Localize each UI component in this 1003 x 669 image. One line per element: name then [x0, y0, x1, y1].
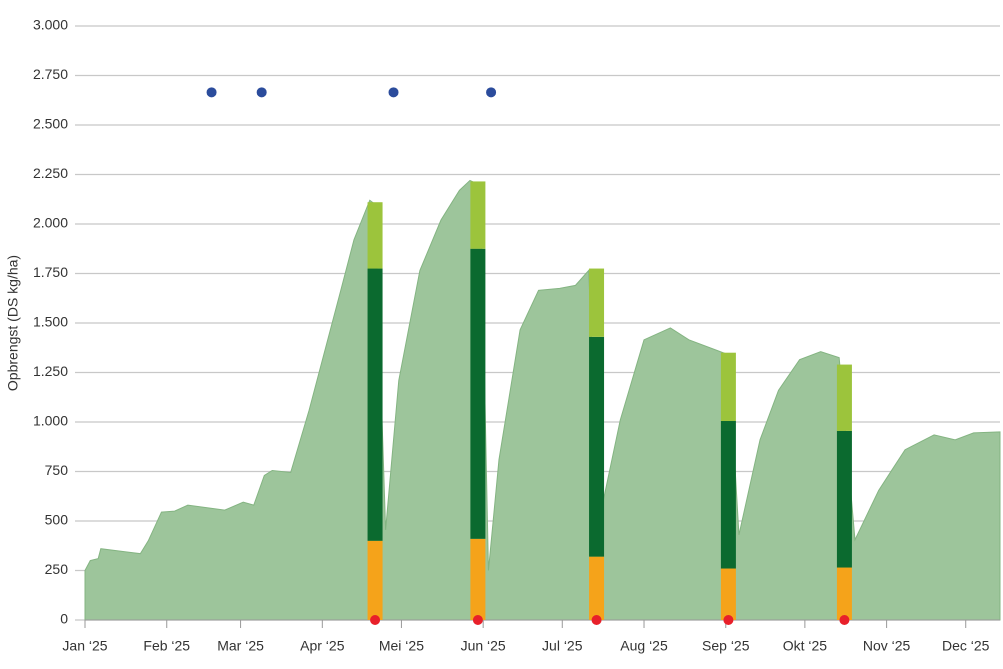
bar-segment	[470, 538, 486, 620]
y-tick-label: 500	[45, 512, 69, 528]
bar-segment	[720, 421, 736, 569]
bar-segment	[367, 202, 383, 269]
bar-segment	[470, 248, 486, 539]
bar-segment	[470, 181, 486, 249]
y-tick-label: 2.500	[33, 116, 68, 132]
x-tick-label: Mar ‘25	[217, 638, 264, 654]
marker	[839, 615, 850, 625]
y-tick-label: 3.000	[33, 17, 68, 33]
bar-segment	[367, 540, 383, 620]
x-tick-label: Jan ‘25	[62, 638, 107, 654]
x-tick-label: Apr ‘25	[300, 638, 345, 654]
marker	[723, 615, 734, 625]
marker	[472, 615, 483, 625]
marker	[486, 87, 497, 98]
marker	[206, 87, 217, 98]
bar-segment	[720, 568, 736, 620]
x-tick-label: Mei ‘25	[379, 638, 424, 654]
y-axis-label: Opbrengst (DS kg/ha)	[5, 255, 21, 391]
bar-segment	[720, 352, 736, 422]
x-tick-label: Jul ‘25	[542, 638, 583, 654]
marker	[256, 87, 267, 98]
marker	[370, 615, 381, 625]
bar-segment	[836, 567, 852, 620]
x-tick-label: Dec ‘25	[942, 638, 990, 654]
x-tick-label: Jun ‘25	[461, 638, 506, 654]
bar-segment	[589, 336, 605, 557]
y-tick-label: 2.750	[33, 66, 68, 82]
x-tick-label: Aug ‘25	[620, 638, 668, 654]
x-tick-label: Nov ‘25	[863, 638, 911, 654]
marker	[591, 615, 602, 625]
y-tick-label: 250	[45, 561, 69, 577]
bar-segment	[589, 268, 605, 337]
y-tick-label: 2.000	[33, 215, 68, 231]
y-tick-label: 0	[60, 611, 68, 627]
y-tick-label: 1.250	[33, 363, 68, 379]
y-tick-label: 1.500	[33, 314, 68, 330]
marker	[388, 87, 399, 98]
bar-segment	[589, 556, 605, 620]
y-tick-label: 1.750	[33, 264, 68, 280]
bar-segment	[367, 268, 383, 541]
bar-segment	[836, 430, 852, 568]
y-tick-label: 750	[45, 462, 69, 478]
x-tick-label: Sep ‘25	[702, 638, 750, 654]
y-tick-label: 2.250	[33, 165, 68, 181]
area	[84, 179, 1001, 621]
y-tick-label: 1.000	[33, 413, 68, 429]
x-tick-label: Okt ‘25	[783, 638, 828, 654]
bar-segment	[836, 364, 852, 431]
x-tick-label: Feb ‘25	[143, 638, 190, 654]
